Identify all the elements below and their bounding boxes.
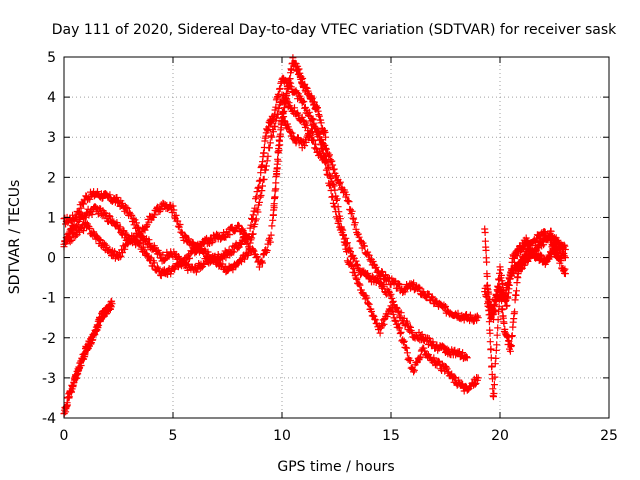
y-tick-label: 3	[47, 130, 56, 146]
x-axis-label: GPS time / hours	[277, 459, 394, 475]
x-tick-label: 5	[169, 428, 178, 444]
data-point-markers	[483, 234, 569, 323]
data-point-markers	[269, 54, 330, 219]
x-tick-label: 15	[382, 428, 400, 444]
series-track-h	[483, 234, 569, 323]
data-point-markers	[60, 297, 116, 418]
y-tick-label: -2	[42, 331, 56, 347]
data-point-markers	[60, 91, 471, 362]
y-tick-label: 5	[47, 50, 56, 66]
x-tick-label: 0	[60, 428, 69, 444]
data-point-markers	[60, 113, 482, 395]
data-points	[60, 54, 569, 418]
series-track-a	[60, 74, 482, 325]
x-tick-label: 10	[273, 428, 291, 444]
y-tick-label: -4	[42, 411, 56, 427]
series-track-b	[60, 91, 471, 362]
y-axis-label: SDTVAR / TECUs	[7, 180, 23, 295]
series-track-e	[269, 54, 330, 219]
y-tick-label: -1	[42, 291, 56, 307]
data-point-markers	[60, 74, 482, 325]
series-track-c	[60, 113, 482, 395]
x-tick-label: 20	[491, 428, 509, 444]
y-tick-label: 0	[47, 251, 56, 267]
y-tick-label: -3	[42, 371, 56, 387]
chart-title: Day 111 of 2020, Sidereal Day-to-day VTE…	[52, 22, 617, 38]
x-tick-label: 25	[600, 428, 618, 444]
y-tick-label: 2	[47, 170, 56, 186]
series-track-d	[60, 297, 116, 418]
plot-border	[63, 56, 610, 419]
y-tick-label: 4	[47, 90, 56, 106]
y-tick-label: 1	[47, 210, 56, 226]
